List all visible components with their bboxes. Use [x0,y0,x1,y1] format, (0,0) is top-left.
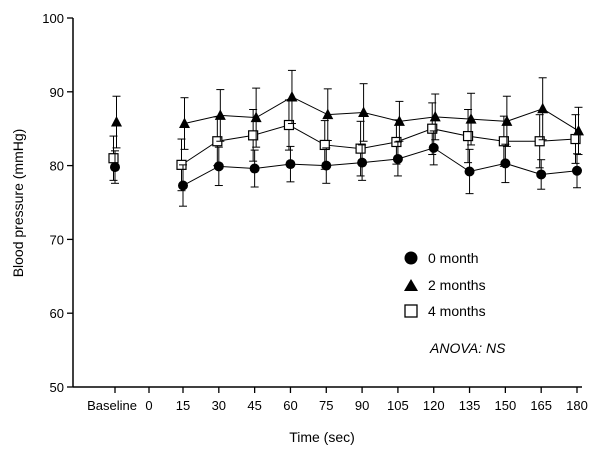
point-2-months-150 [501,115,513,126]
point-0-month-105 [392,153,403,164]
point-2-months-15 [179,117,190,129]
y-tick-label-90: 90 [50,85,64,100]
legend-marker-2-months [404,279,418,291]
y-tick-label-80: 80 [50,159,64,174]
series-line-0-month [182,147,578,186]
point-4-months-150 [498,136,509,147]
y-tick-label-60: 60 [50,306,64,321]
point-4-months-60 [283,119,295,131]
series-0-month [110,130,582,207]
x-tick-label-150: 150 [495,398,517,413]
point-0-month-45 [249,163,260,174]
y-tick-label-50: 50 [50,380,64,395]
x-ticks: Baseline 0 15 30 45 60 75 90 105 120 135 150 165 180 [87,387,588,413]
x-tick-label-baseline: Baseline [87,398,137,413]
point-4-months-135 [462,130,474,142]
series-line-2-months [184,96,579,132]
x-tick-label-90: 90 [355,398,369,413]
point-2-months-30 [214,109,226,120]
point-4-months-120 [427,123,438,134]
point-2-months-120 [429,110,441,122]
anova-annotation: ANOVA: NS [429,340,506,356]
y-ticks: 50 60 70 80 90 100 [42,11,73,395]
point-2-months-baseline [111,116,122,127]
x-axis-title: Time (sec) [289,429,355,445]
legend: 0 month 2 months 4 months [404,250,486,319]
point-0-month-baseline [110,162,120,173]
x-tick-label-45: 45 [247,398,261,413]
series-line-4-months [181,124,576,166]
x-tick-label-135: 135 [459,398,481,413]
point-4-months-90 [355,143,366,154]
x-tick-label-60: 60 [283,398,297,413]
x-tick-label-15: 15 [176,398,190,413]
point-0-month-90 [357,157,368,168]
x-tick-label-120: 120 [423,398,445,413]
point-0-month-120 [428,142,439,153]
x-tick-label-165: 165 [530,398,552,413]
legend-label-2-months: 2 months [428,277,486,293]
y-tick-label-70: 70 [50,232,64,247]
x-tick-label-0: 0 [145,398,152,413]
x-tick-label-75: 75 [319,398,333,413]
series-2-months [111,69,584,156]
point-0-month-30 [213,161,224,172]
x-tick-label-105: 105 [387,398,409,413]
legend-label-4-months: 4 months [428,303,486,319]
point-0-month-165 [536,169,547,180]
point-2-months-135 [465,113,477,124]
point-2-months-165 [537,102,549,114]
point-4-months-baseline [108,153,119,164]
point-0-month-15 [178,180,188,191]
point-2-months-60 [286,90,298,102]
point-0-month-180 [572,165,582,176]
point-2-months-105 [393,115,405,126]
point-0-month-75 [321,160,332,171]
axes [72,18,582,388]
point-4-months-165 [534,136,545,147]
legend-label-0-month: 0 month [428,250,479,266]
legend-marker-0-month [404,251,418,265]
y-axis-title: Blood pressure (mmHg) [10,129,26,278]
point-2-months-45 [250,111,262,123]
point-2-months-75 [322,108,334,120]
point-0-month-60 [285,159,296,170]
y-tick-label-100: 100 [42,11,64,26]
point-2-months-90 [358,106,370,117]
series-layer [108,69,584,207]
point-0-month-150 [500,158,511,169]
point-4-months-45 [248,130,259,141]
point-0-month-135 [464,166,475,177]
legend-marker-4-months [404,304,418,318]
x-tick-label-180: 180 [566,398,588,413]
x-tick-label-30: 30 [212,398,226,413]
point-2-months-180 [573,124,584,136]
